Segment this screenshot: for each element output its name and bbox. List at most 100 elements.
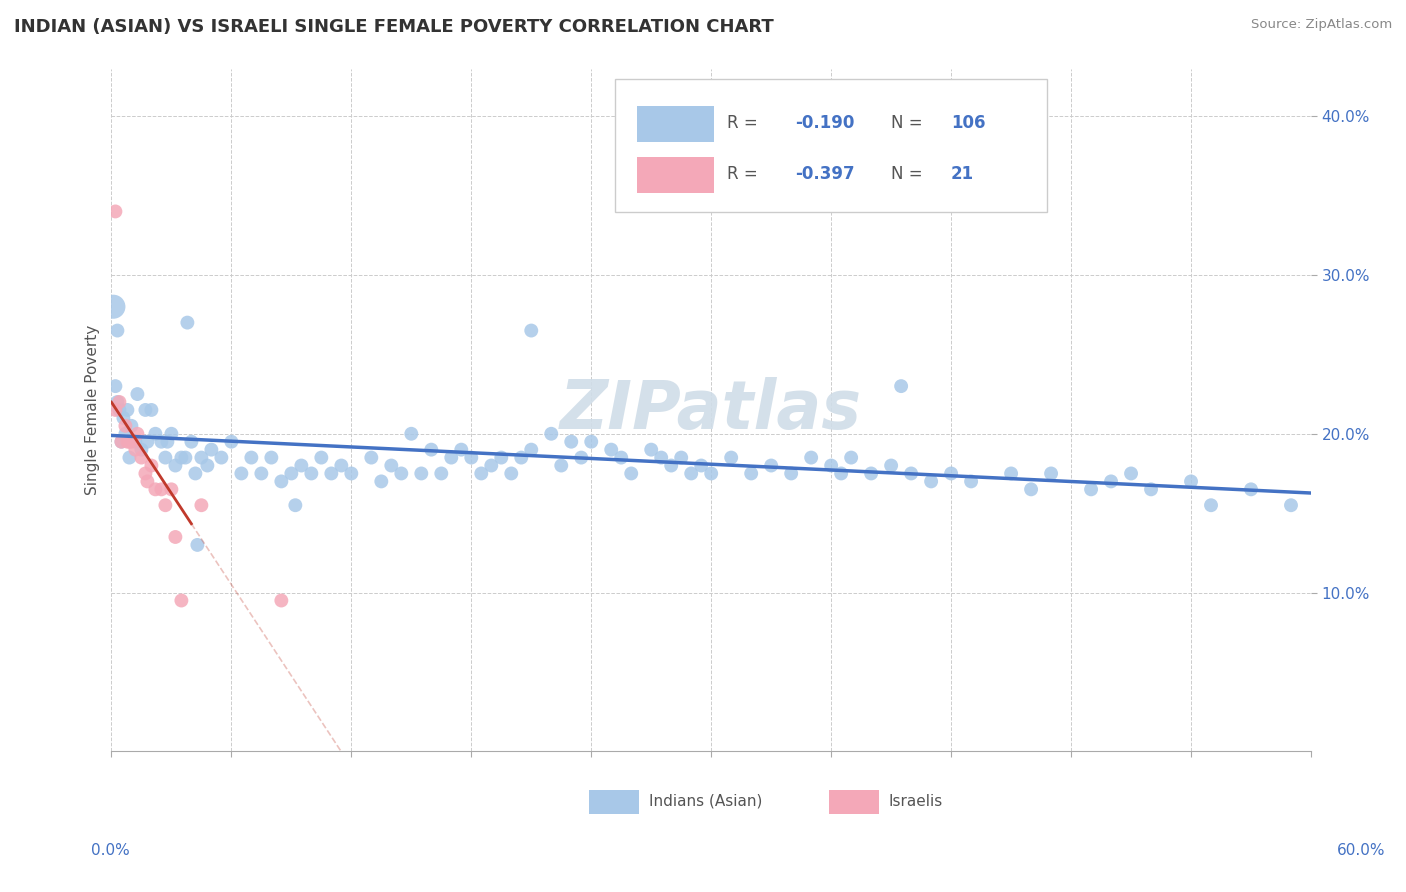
Point: [104, 403, 127, 417]
Point: [280, 467, 302, 481]
Point: [1180, 475, 1202, 489]
Point: [180, 434, 202, 449]
Point: [120, 434, 142, 449]
Point: [491, 450, 513, 465]
Point: [170, 593, 193, 607]
Point: [270, 475, 292, 489]
Point: [190, 498, 212, 512]
FancyBboxPatch shape: [828, 789, 879, 814]
Point: [110, 434, 132, 449]
Point: [114, 426, 136, 441]
Text: INDIAN (ASIAN) VS ISRAELI SINGLE FEMALE POVERTY CORRELATION CHART: INDIAN (ASIAN) VS ISRAELI SINGLE FEMALE …: [14, 18, 773, 36]
Point: [340, 467, 363, 481]
Point: [311, 450, 333, 465]
Point: [1080, 483, 1102, 497]
Point: [1019, 483, 1042, 497]
Point: [450, 442, 472, 457]
Point: [920, 475, 942, 489]
Point: [671, 450, 693, 465]
Point: [1119, 467, 1142, 481]
Point: [780, 467, 803, 481]
Point: [110, 434, 132, 449]
Point: [150, 434, 173, 449]
Point: [170, 450, 193, 465]
Text: 106: 106: [950, 114, 986, 132]
Point: [104, 204, 127, 219]
Point: [200, 442, 222, 457]
Point: [131, 450, 153, 465]
Point: [700, 467, 723, 481]
Text: 21: 21: [950, 165, 974, 184]
Point: [270, 593, 292, 607]
Point: [260, 450, 283, 465]
Point: [141, 403, 163, 417]
Point: [299, 467, 322, 481]
Point: [581, 434, 603, 449]
Point: [107, 324, 129, 338]
Point: [165, 458, 187, 473]
Text: Source: ZipAtlas.com: Source: ZipAtlas.com: [1251, 18, 1392, 31]
Point: [939, 467, 962, 481]
Point: [681, 467, 703, 481]
Point: [107, 395, 129, 409]
Point: [221, 434, 243, 449]
Point: [550, 458, 572, 473]
Point: [430, 467, 453, 481]
Point: [420, 442, 443, 457]
Text: Indians (Asian): Indians (Asian): [648, 794, 762, 809]
Point: [560, 434, 582, 449]
Text: ZIPatlas: ZIPatlas: [560, 377, 862, 443]
Point: [1199, 498, 1222, 512]
Point: [610, 450, 633, 465]
Point: [380, 458, 402, 473]
Point: [720, 450, 742, 465]
Point: [401, 426, 423, 441]
Point: [134, 467, 156, 481]
Point: [520, 442, 543, 457]
Text: N =: N =: [891, 114, 928, 132]
Point: [1099, 475, 1122, 489]
Point: [440, 450, 463, 465]
Point: [740, 467, 762, 481]
Point: [620, 467, 643, 481]
Point: [136, 434, 159, 449]
Text: R =: R =: [727, 114, 763, 132]
Point: [145, 426, 167, 441]
Point: [411, 467, 433, 481]
Point: [759, 458, 782, 473]
Point: [150, 483, 173, 497]
Point: [569, 450, 592, 465]
Point: [190, 450, 212, 465]
Point: [250, 467, 273, 481]
Text: N =: N =: [891, 165, 928, 184]
Point: [960, 475, 983, 489]
Point: [209, 450, 232, 465]
Point: [160, 483, 183, 497]
Point: [479, 458, 502, 473]
Point: [176, 316, 198, 330]
Point: [118, 434, 141, 449]
Text: R =: R =: [727, 165, 763, 184]
Point: [141, 458, 163, 473]
Point: [890, 379, 912, 393]
Point: [240, 450, 263, 465]
Point: [640, 442, 662, 457]
Point: [360, 450, 382, 465]
Point: [108, 395, 131, 409]
Text: Israelis: Israelis: [889, 794, 943, 809]
Point: [160, 426, 183, 441]
Point: [186, 538, 208, 552]
Point: [540, 426, 562, 441]
Point: [124, 434, 146, 449]
Point: [117, 403, 139, 417]
Point: [120, 418, 142, 433]
FancyBboxPatch shape: [637, 157, 714, 193]
Point: [389, 467, 412, 481]
Point: [600, 442, 623, 457]
Point: [155, 450, 177, 465]
Point: [136, 475, 159, 489]
Point: [284, 498, 307, 512]
Point: [860, 467, 883, 481]
Point: [134, 403, 156, 417]
Point: [510, 450, 533, 465]
